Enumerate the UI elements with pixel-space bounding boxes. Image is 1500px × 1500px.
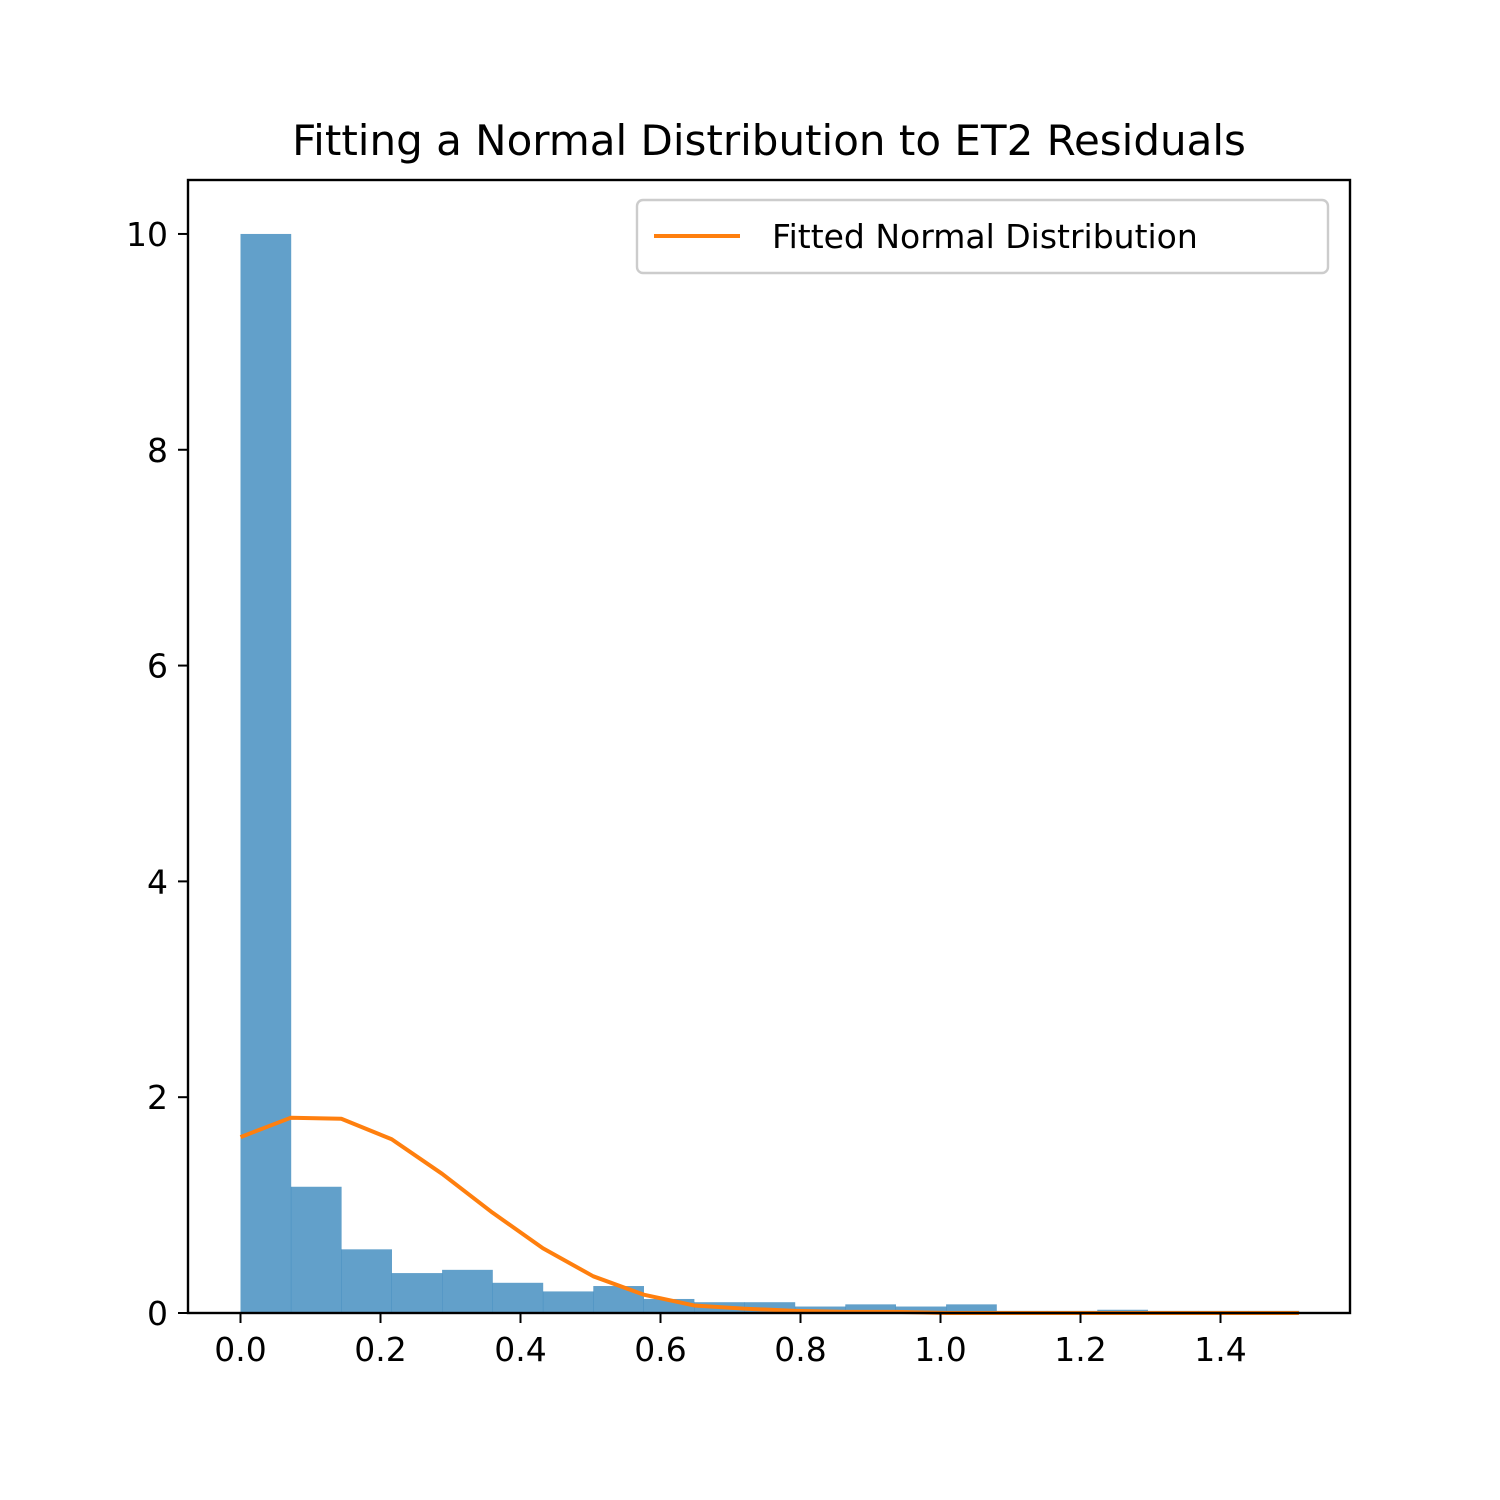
y-tick-label: 10 bbox=[126, 215, 168, 254]
legend-entry-fitted-normal: Fitted Normal Distribution bbox=[772, 217, 1198, 256]
histogram-bar bbox=[240, 233, 292, 1313]
chart-title: Fitting a Normal Distribution to ET2 Res… bbox=[292, 116, 1246, 165]
y-tick-label: 2 bbox=[147, 1078, 168, 1117]
axes-background bbox=[188, 180, 1350, 1313]
legend-box bbox=[635, 198, 1330, 275]
x-axis: 0.0 0.2 0.4 0.6 0.8 1.0 1.2 1.4 bbox=[214, 1313, 1247, 1369]
x-tick-label: 1.4 bbox=[1194, 1330, 1246, 1369]
y-tick-label: 0 bbox=[147, 1294, 168, 1333]
x-tick-label: 0.0 bbox=[214, 1330, 266, 1369]
y-tick-label: 6 bbox=[147, 647, 168, 686]
x-tick-label: 0.4 bbox=[494, 1330, 546, 1369]
x-tick-label: 1.0 bbox=[914, 1330, 966, 1369]
histogram-bar bbox=[946, 1304, 997, 1313]
histogram-bar bbox=[290, 1186, 342, 1313]
legend: Fitted Normal Distribution bbox=[635, 198, 1330, 275]
x-tick-label: 0.6 bbox=[634, 1330, 686, 1369]
histogram-bar bbox=[744, 1302, 796, 1313]
histogram-bar bbox=[492, 1282, 544, 1313]
y-tick-label: 8 bbox=[147, 431, 168, 470]
histogram-bar bbox=[442, 1269, 493, 1313]
x-tick-label: 0.8 bbox=[774, 1330, 826, 1369]
x-tick-label: 0.2 bbox=[354, 1330, 406, 1369]
histogram-bar bbox=[391, 1273, 443, 1313]
x-tick-label: 1.2 bbox=[1054, 1330, 1106, 1369]
histogram-bars bbox=[240, 233, 1300, 1313]
histogram-bar bbox=[542, 1291, 594, 1313]
y-tick-label: 4 bbox=[147, 862, 168, 901]
plot-area bbox=[186, 178, 1352, 1315]
histogram-bar bbox=[845, 1304, 896, 1313]
histogram-bar bbox=[895, 1306, 947, 1313]
histogram-bar bbox=[341, 1249, 392, 1313]
y-axis: 0 2 4 6 8 10 bbox=[126, 215, 188, 1333]
axes-frame bbox=[186, 178, 1352, 1315]
